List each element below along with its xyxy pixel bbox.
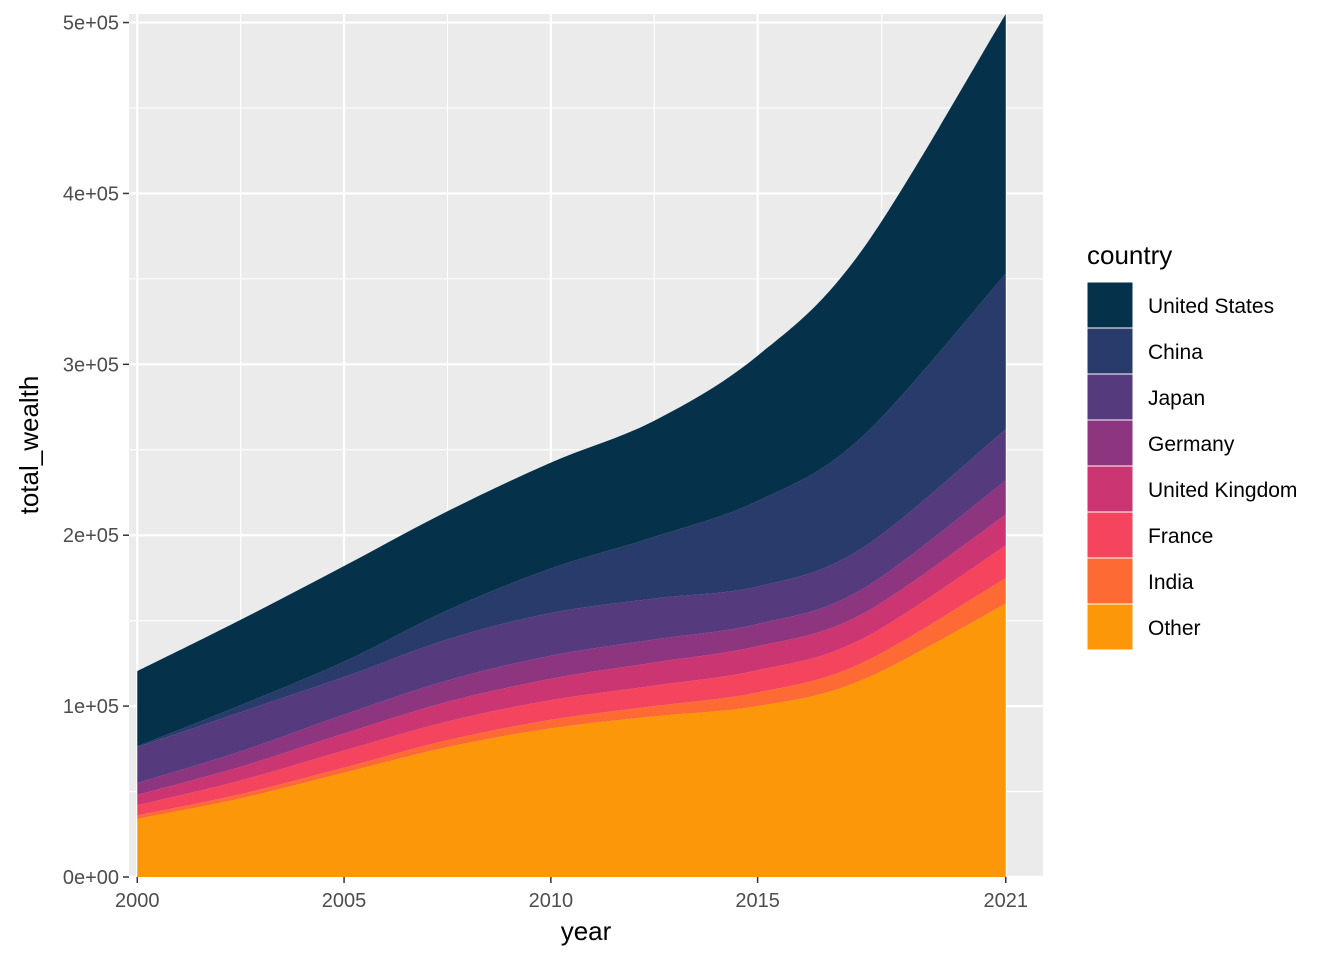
y-tick-label: 1e+05 [63, 696, 119, 718]
area-france [137, 545, 1006, 816]
y-tick-label: 4e+05 [63, 183, 119, 205]
legend-swatch [1086, 511, 1134, 559]
y-tick-label: 5e+05 [63, 13, 119, 35]
x-axis-title: year [561, 916, 612, 946]
legend-label: India [1148, 571, 1194, 594]
legend-swatch [1086, 373, 1134, 421]
legend-label: United States [1148, 295, 1274, 318]
legend: country United States China Japan Germany Un… [1086, 240, 1297, 651]
legend-label: Germany [1148, 433, 1235, 456]
legend-swatch [1086, 557, 1134, 605]
x-tick-label: 2005 [322, 890, 367, 912]
legend-label: United Kingdom [1148, 479, 1297, 502]
legend-label: Other [1148, 617, 1201, 640]
legend-swatch [1086, 281, 1134, 329]
legend-swatch [1086, 465, 1134, 513]
x-tick-label: 2010 [529, 890, 574, 912]
y-tick-label: 3e+05 [63, 354, 119, 376]
x-tick-label: 2015 [735, 890, 780, 912]
axes: 0e+00 1e+05 2e+05 3e+05 4e+05 5e+05 2000 2005 20… [63, 13, 1028, 912]
legend-label: Japan [1148, 387, 1205, 410]
area-united-states [137, 14, 1006, 747]
area-china [137, 273, 1006, 748]
legend-swatch [1086, 603, 1134, 651]
legend-label: France [1148, 525, 1213, 548]
area-united-kingdom [137, 514, 1006, 806]
y-tick-label: 2e+05 [63, 525, 119, 547]
legend-swatch [1086, 327, 1134, 375]
legend-swatch [1086, 419, 1134, 467]
x-tick-label: 2000 [115, 890, 160, 912]
area-other [137, 603, 1006, 877]
area-japan [137, 429, 1006, 784]
legend-title: country [1087, 240, 1172, 270]
legend-label: China [1148, 341, 1203, 364]
x-tick-label: 2021 [984, 890, 1029, 912]
y-tick-label: 0e+00 [63, 867, 119, 889]
y-axis-title: total_wealth [14, 376, 44, 515]
area-germany [137, 480, 1006, 795]
stacked-areas [137, 14, 1006, 877]
